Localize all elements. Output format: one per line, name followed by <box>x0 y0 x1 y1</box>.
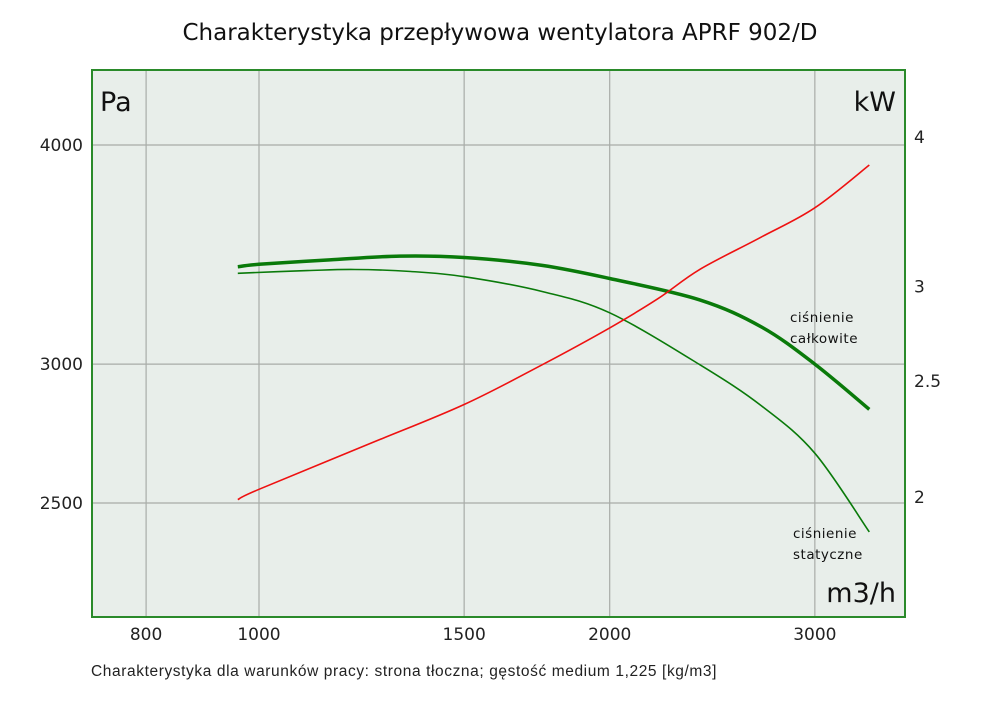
y-left-tick-label: 3000 <box>40 355 83 375</box>
y-left-tick-label: 2500 <box>40 494 83 514</box>
series-label-static-line1: ciśnienie <box>793 526 857 542</box>
x-tick-label: 2000 <box>588 625 631 645</box>
x-axis-label: m3/h <box>826 578 896 609</box>
power-curve <box>237 164 870 501</box>
series-label-total-line1: ciśnienie <box>790 310 854 326</box>
x-tick-label: 3000 <box>793 625 836 645</box>
series-label-total-line2: całkowite <box>790 331 858 347</box>
y-right-tick-label: 3 <box>914 277 925 297</box>
y-right-tick-label: 2.5 <box>914 372 941 392</box>
plot-frame <box>91 69 906 618</box>
x-axis: 800 1000 1500 2000 3000 <box>130 625 837 645</box>
y-left-tick-label: 4000 <box>40 136 83 156</box>
x-tick-label: 800 <box>130 625 162 645</box>
chart-footnote: Charakterystyka dla warunków pracy: stro… <box>91 663 717 680</box>
series-label-static-line2: statyczne <box>793 547 863 563</box>
series-group <box>237 164 871 533</box>
y-axis-left: 4000 3000 2500 <box>40 136 83 514</box>
plot-area <box>92 70 905 617</box>
total-pressure-curve <box>237 254 871 411</box>
y-axis-left-label: Pa <box>100 87 132 118</box>
chart-title: Charakterystyka przepływowa wentylatora … <box>183 20 818 46</box>
y-axis-right-label: kW <box>854 87 896 118</box>
grid <box>92 70 905 617</box>
static-pressure-curve <box>237 268 870 533</box>
y-right-tick-label: 2 <box>914 488 925 508</box>
x-tick-label: 1500 <box>443 625 486 645</box>
x-tick-label: 1000 <box>237 625 280 645</box>
y-axis-right: 432.52 <box>914 128 941 508</box>
y-right-tick-label: 4 <box>914 128 925 148</box>
